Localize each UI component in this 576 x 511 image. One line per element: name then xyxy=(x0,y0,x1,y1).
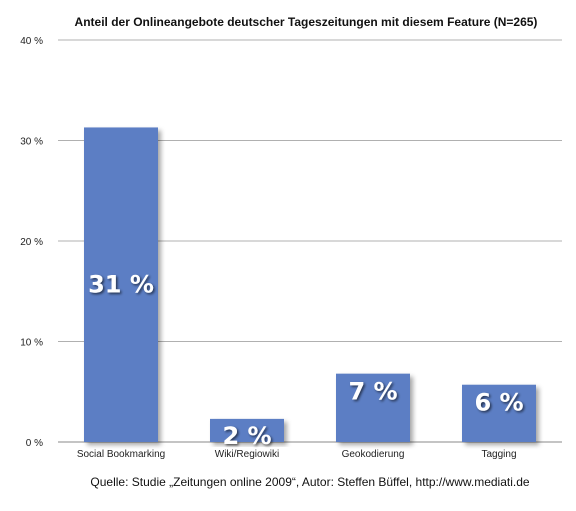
bars xyxy=(84,127,536,442)
data-label: 31 % xyxy=(88,271,154,299)
y-tick-label: 40 % xyxy=(20,36,43,47)
data-labels: 31 % 2 % 7 % 6 % xyxy=(88,271,523,450)
bar xyxy=(84,127,158,442)
data-label: 2 % xyxy=(222,422,271,450)
data-label: 6 % xyxy=(474,389,523,417)
bar xyxy=(336,373,410,442)
data-label: 7 % xyxy=(348,378,397,406)
y-tick-label: 30 % xyxy=(20,137,43,148)
x-category-label: Wiki/Regiowiki xyxy=(215,449,279,460)
x-category-label: Tagging xyxy=(481,449,516,460)
source-note: Quelle: Studie „Zeitungen online 2009“, … xyxy=(90,475,529,489)
bar xyxy=(462,384,536,442)
bar xyxy=(210,418,284,442)
y-axis-ticks: 0 % 10 % 20 % 30 % 40 % xyxy=(20,36,43,449)
x-axis-categories: Social Bookmarking Wiki/Regiowiki Geokodie… xyxy=(77,449,517,460)
chart-title: Anteil der Onlineangebote deutscher Tage… xyxy=(75,15,538,29)
x-category-label: Geokodierung xyxy=(342,449,405,460)
y-tick-label: 20 % xyxy=(20,237,43,248)
y-tick-label: 10 % xyxy=(20,338,43,349)
y-tick-label: 0 % xyxy=(26,438,43,449)
x-category-label: Social Bookmarking xyxy=(77,449,165,460)
